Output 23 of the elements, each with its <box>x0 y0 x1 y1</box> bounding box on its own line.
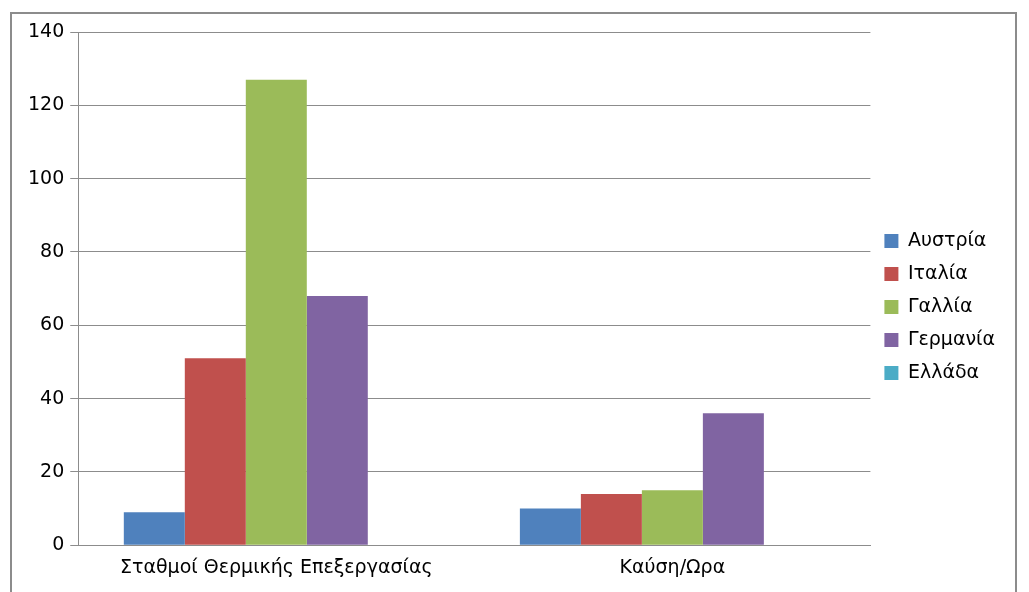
x-tick-label: Καύση/Ωρα <box>619 554 726 577</box>
y-tick-label: 0 <box>52 532 65 555</box>
bar <box>519 508 581 545</box>
legend-label: Γαλλία <box>907 293 973 316</box>
legend-label: Αυστρία <box>907 227 987 250</box>
bar <box>641 490 703 545</box>
bar <box>702 413 764 545</box>
y-tick-label: 80 <box>40 238 65 261</box>
legend-label: Γερμανία <box>907 326 996 349</box>
legend-label: Ιταλία <box>907 260 968 283</box>
bar <box>245 79 307 545</box>
y-tick-label: 140 <box>28 18 65 41</box>
y-tick-label: 100 <box>28 165 65 188</box>
bar <box>123 512 185 545</box>
y-tick-label: 60 <box>40 312 65 335</box>
bar <box>306 295 368 545</box>
y-tick-label: 20 <box>40 458 65 481</box>
bar <box>184 358 246 545</box>
x-tick-label: Σταθμοί Θερμικής Επεξεργασίας <box>120 554 433 577</box>
y-tick-label: 40 <box>40 385 65 408</box>
y-tick-label: 120 <box>28 92 65 115</box>
legend-label: Ελλάδα <box>907 359 980 382</box>
bar <box>580 493 642 545</box>
